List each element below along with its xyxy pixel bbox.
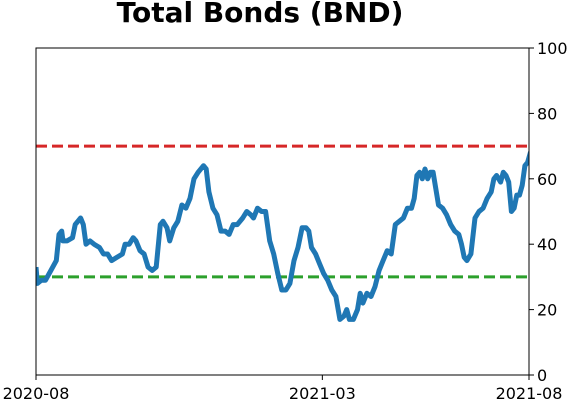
chart-title: Total Bonds (BND): [117, 0, 404, 29]
y-tick-label: 40: [537, 235, 557, 254]
y-tick-label: 80: [537, 104, 557, 123]
x-axis-ticks: 2020-08 2021-03 2021-08: [3, 375, 563, 402]
series-line-0: [36, 150, 529, 322]
x-tick-label: 2021-03: [289, 384, 356, 402]
y-tick-label: 60: [537, 170, 557, 189]
y-tick-label: 100: [537, 39, 568, 58]
series-layer: [36, 150, 529, 322]
y-axis-ticks: 0 20 40 60 80 100: [529, 39, 568, 385]
reference-lines: [36, 144, 529, 279]
x-tick-label: 2021-08: [496, 384, 563, 402]
y-tick-label: 20: [537, 301, 557, 320]
plot-frame: [35, 47, 530, 376]
axes: [35, 47, 530, 376]
y-tick-label: 0: [537, 366, 547, 385]
x-tick-label: 2020-08: [3, 384, 70, 402]
